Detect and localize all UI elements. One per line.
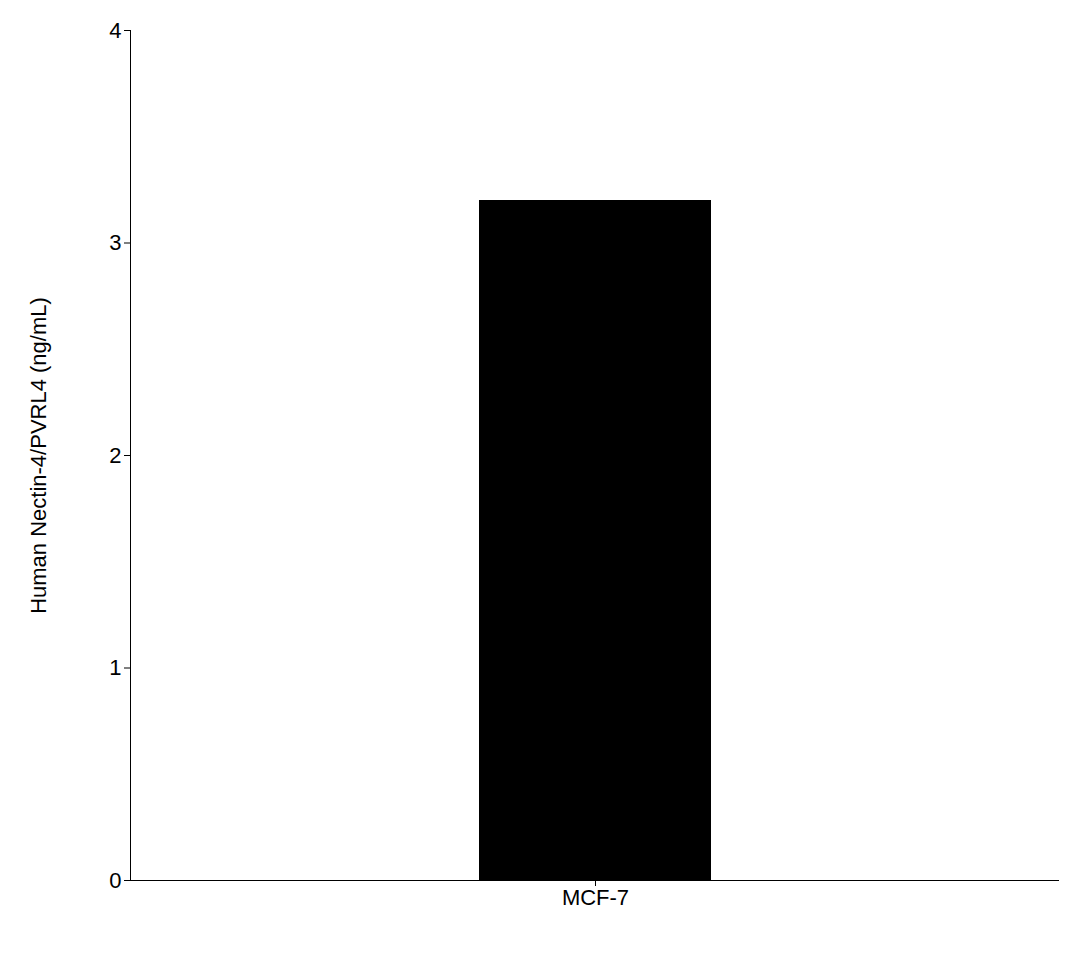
- svg-text:4: 4: [109, 18, 121, 43]
- svg-text:0: 0: [109, 868, 121, 893]
- svg-text:2: 2: [109, 443, 121, 468]
- svg-text:MCF-7: MCF-7: [562, 885, 629, 910]
- svg-text:Human Nectin-4/PVRL4 (ng/mL): Human Nectin-4/PVRL4 (ng/mL): [26, 297, 51, 614]
- svg-text:3: 3: [109, 230, 121, 255]
- svg-text:1: 1: [109, 655, 121, 680]
